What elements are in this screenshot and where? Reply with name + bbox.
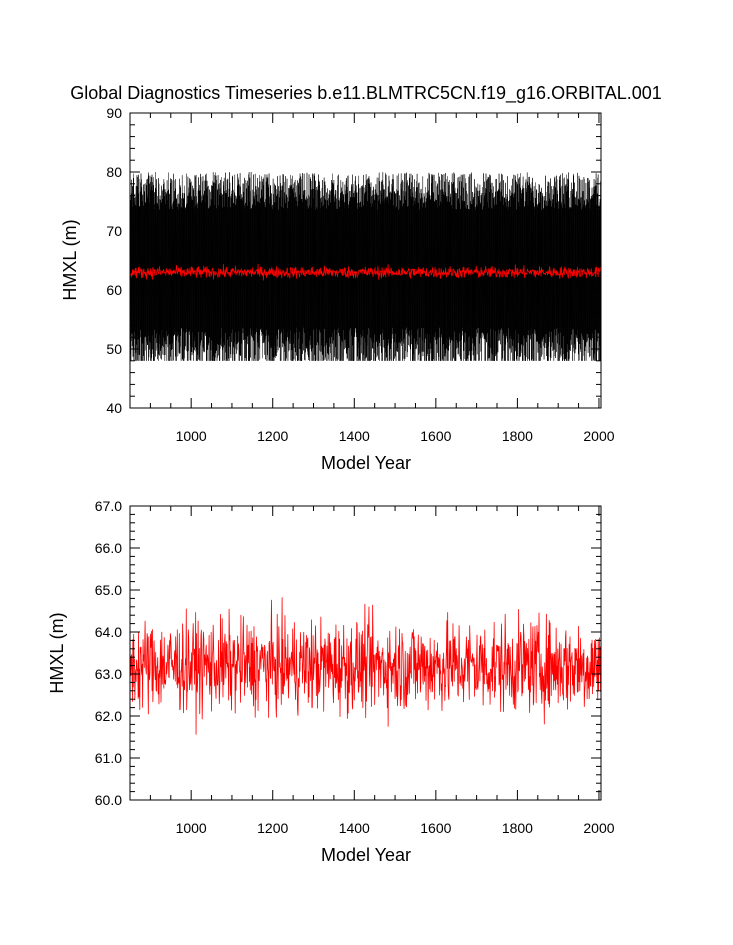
bottom-x-tick-label-5: 2000 — [583, 820, 614, 836]
bottom-x-tick-label-2: 1400 — [339, 820, 370, 836]
bottom-y-tick-label-2: 62.0 — [95, 708, 122, 724]
top-y-axis-label: HMXL (m) — [60, 219, 80, 300]
top-x-axis-label: Model Year — [321, 453, 411, 473]
bottom-y-tick-label-3: 63.0 — [95, 666, 122, 682]
top-y-tick-label-1: 50 — [106, 341, 122, 357]
top-series-0-line — [129, 171, 602, 362]
bottom-series — [129, 597, 602, 735]
top-y-tick-label-3: 70 — [106, 223, 122, 239]
top-series — [129, 171, 602, 362]
bottom-plot-frame — [129, 505, 602, 801]
bottom-y-tick-label-6: 66.0 — [95, 540, 122, 556]
top-y-tick-label-4: 80 — [106, 164, 122, 180]
bottom-y-tick-label-4: 64.0 — [95, 624, 122, 640]
top-x-tick-label-3: 1600 — [420, 428, 451, 444]
top-x-tick-label-5: 2000 — [583, 428, 614, 444]
top-ticks: 1000 1200 1400 1600 1800 2000 40 50 60 70 80 90 — [106, 105, 614, 444]
top-plot-frame — [129, 112, 602, 409]
top-y-tick-label-2: 60 — [106, 282, 122, 298]
bottom-x-axis-label: Model Year — [321, 845, 411, 865]
top-x-tick-label-0: 1000 — [176, 428, 207, 444]
top-y-tick-label-0: 40 — [106, 400, 122, 416]
chart-title: Global Diagnostics Timeseries b.e11.BLMT… — [70, 83, 662, 104]
bottom-x-tick-label-0: 1000 — [176, 820, 207, 836]
bottom-x-tick-label-4: 1800 — [502, 820, 533, 836]
bottom-x-tick-label-3: 1600 — [420, 820, 451, 836]
top-x-tick-label-1: 1200 — [257, 428, 288, 444]
bottom-y-tick-label-0: 60.0 — [95, 792, 122, 808]
top-x-tick-label-4: 1800 — [502, 428, 533, 444]
bottom-y-axis-label: HMXL (m) — [47, 612, 67, 693]
top-series-1-line — [129, 263, 602, 281]
top-panel: 1000 1200 1400 1600 1800 2000 40 50 60 70 80 90 Mod… — [60, 105, 615, 473]
top-y-tick-label-5: 90 — [106, 105, 122, 121]
bottom-ticks: 1000 1200 1400 1600 1800 2000 60.0 61.0 62.0 63.0… — [95, 498, 615, 836]
bottom-panel: 1000 1200 1400 1600 1800 2000 60.0 61.0 62.0 63.0… — [47, 498, 615, 865]
bottom-series-0-line — [129, 597, 602, 735]
bottom-x-tick-label-1: 1200 — [257, 820, 288, 836]
bottom-y-tick-label-7: 67.0 — [95, 498, 122, 514]
top-x-tick-label-2: 1400 — [339, 428, 370, 444]
bottom-y-tick-label-1: 61.0 — [95, 750, 122, 766]
bottom-y-tick-label-5: 65.0 — [95, 582, 122, 598]
